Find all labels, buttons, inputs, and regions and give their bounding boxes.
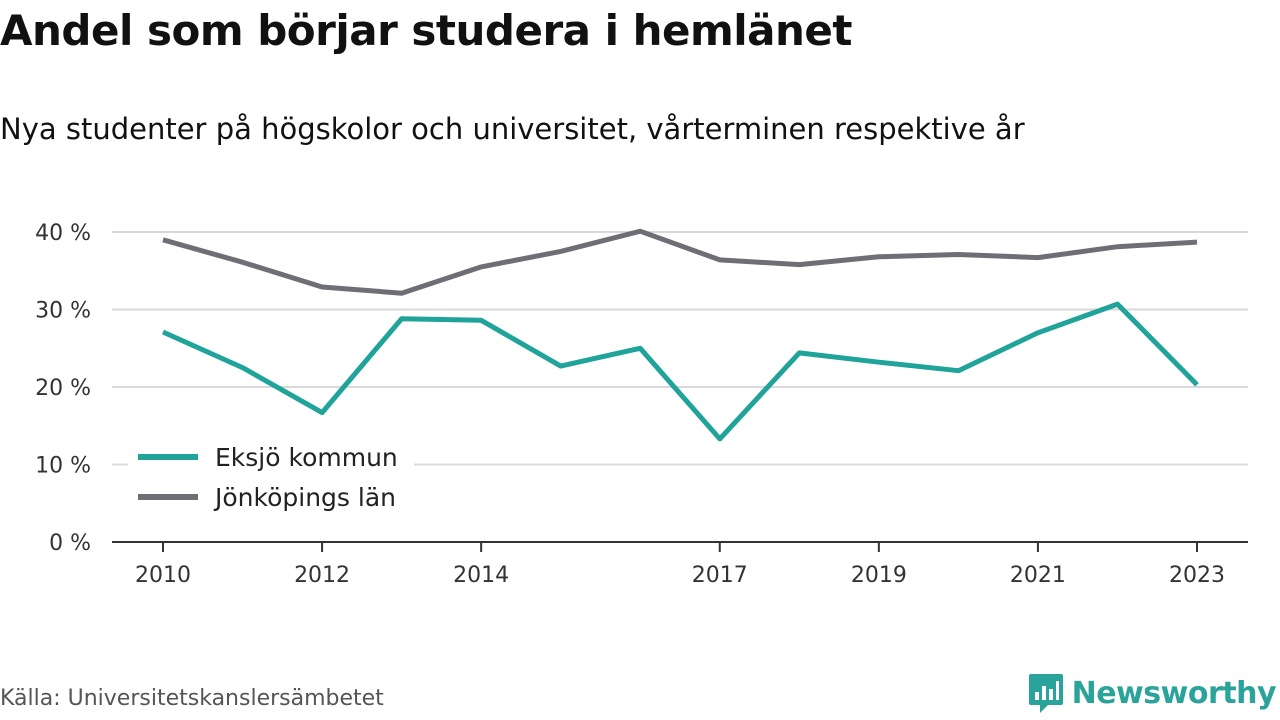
series-lines [161,228,1199,442]
series-line [162,228,1198,296]
y-tick-label: 40 % [35,221,91,246]
brand-logo: Newsworthy [1028,672,1277,714]
legend-background [128,430,414,520]
y-tick-label: 10 % [35,454,91,479]
x-tick-label: 2010 [135,563,191,588]
gridlines [112,231,1248,466]
axes: 0 % 10 % 20 % 30 % 40 % 2010 2012 2014 2017 2019 2… [35,221,1248,588]
x-tick-label: 2012 [294,563,350,588]
chart-title: Andel som börjar studera i hemlänet [0,6,853,55]
x-tick-label: 2021 [1010,563,1066,588]
x-tick-label: 2019 [851,563,907,588]
y-tick-label: 20 % [35,376,91,401]
brand-name: Newsworthy [1071,675,1277,711]
x-tick-label: 2023 [1169,563,1225,588]
source-note: Källa: Universitetskanslersämbetet [0,686,384,711]
legend-label: Jönköpings län [213,483,396,512]
series-line [161,301,1199,442]
x-tick-label: 2014 [453,563,509,588]
newsworthy-logo-icon [1028,674,1063,713]
line-chart: 0 % 10 % 20 % 30 % 40 % 2010 2012 2014 2017 2019 2… [35,221,1248,588]
y-tick-label: 0 % [49,531,91,556]
y-tick-label: 30 % [35,299,91,324]
chart-subtitle: Nya studenter på högskolor och universit… [0,112,1025,146]
legend: Eksjö kommun Jönköpings län [128,430,414,520]
legend-label: Eksjö kommun [215,443,398,472]
x-tick-label: 2017 [692,563,748,588]
